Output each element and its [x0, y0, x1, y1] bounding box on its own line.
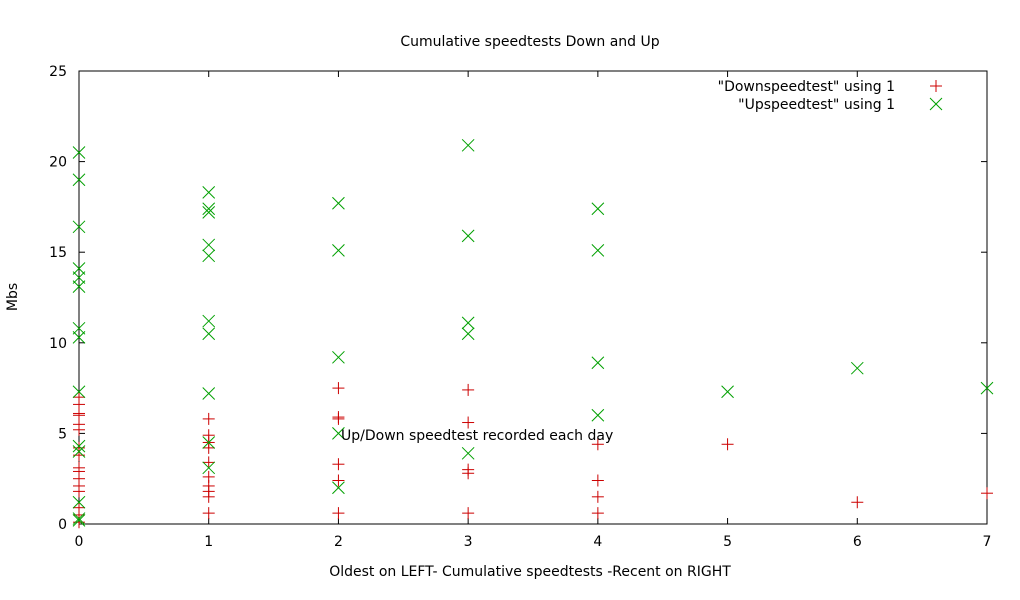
y-tick-label: 0	[58, 517, 67, 533]
series-down	[73, 382, 993, 529]
up-point	[332, 427, 345, 440]
down-point	[73, 391, 85, 404]
down-point	[202, 470, 215, 483]
axis-ticks: 0 1 2 3 4 5 6 7 0 5 10 15 20 25	[49, 64, 991, 550]
chart-annotation: Up/Down speedtest recorded each day	[341, 428, 613, 444]
legend-marker	[930, 80, 942, 92]
up-point	[72, 173, 86, 187]
y-tick-label: 20	[49, 155, 67, 171]
up-point	[461, 138, 475, 152]
x-tick-label: 6	[853, 534, 862, 550]
y-tick-label: 10	[49, 336, 67, 352]
up-point	[202, 461, 216, 475]
up-point	[202, 205, 216, 219]
down-point	[591, 507, 604, 520]
down-point	[202, 412, 215, 425]
chart-title: Cumulative speedtests Down and Up	[400, 34, 659, 50]
down-point	[462, 416, 475, 429]
up-point	[72, 271, 86, 284]
up-point	[72, 512, 86, 525]
up-point	[72, 445, 86, 458]
down-point	[462, 383, 475, 396]
up-point	[202, 186, 216, 199]
down-point	[332, 382, 345, 395]
down-point	[73, 461, 85, 474]
up-point	[72, 439, 86, 453]
up-point	[72, 331, 86, 344]
up-point	[461, 316, 475, 330]
down-point	[332, 474, 345, 487]
up-point	[72, 321, 86, 335]
up-point	[332, 196, 345, 210]
up-point	[72, 514, 86, 527]
series-up	[72, 138, 994, 527]
x-tick-label: 4	[593, 534, 602, 550]
down-point	[202, 507, 215, 520]
down-point	[721, 438, 734, 451]
y-tick-label: 5	[58, 426, 67, 442]
legend: "Downspeedtest" using 1 "Upspeedtest" usi…	[718, 79, 943, 113]
down-point	[73, 501, 85, 514]
down-point	[851, 496, 864, 509]
up-point	[202, 238, 216, 252]
down-point	[332, 458, 345, 471]
down-point	[591, 438, 604, 451]
x-tick-label: 5	[723, 534, 732, 550]
up-point	[202, 249, 216, 263]
plot-area-frame	[78, 70, 988, 525]
legend-label: "Downspeedtest" using 1	[718, 79, 895, 95]
up-point	[72, 385, 86, 399]
down-point	[591, 490, 604, 503]
up-point	[721, 385, 734, 399]
x-tick-label: 0	[75, 534, 84, 550]
up-point	[591, 202, 605, 216]
down-point	[462, 463, 475, 476]
y-tick-label: 15	[49, 245, 67, 261]
up-point	[202, 436, 216, 449]
legend-label: "Upspeedtest" using 1	[738, 97, 895, 113]
up-point	[72, 220, 86, 234]
x-axis-label: Oldest on LEFT- Cumulative speedtests -R…	[329, 564, 731, 580]
legend-marker	[929, 97, 943, 111]
x-tick-label: 3	[464, 534, 473, 550]
up-point	[202, 314, 216, 328]
x-tick-label: 7	[983, 534, 992, 550]
down-point	[202, 456, 215, 469]
up-point	[72, 262, 86, 275]
up-point	[461, 446, 475, 460]
up-point	[202, 327, 216, 341]
down-point	[591, 474, 604, 487]
up-point	[850, 361, 864, 375]
up-point	[72, 495, 86, 509]
up-point	[332, 350, 345, 364]
up-point	[461, 327, 475, 341]
down-point	[202, 429, 215, 442]
x-tick-label: 2	[334, 534, 343, 550]
up-point	[591, 408, 605, 422]
down-point	[332, 507, 345, 520]
up-point	[72, 280, 86, 293]
up-point	[591, 244, 605, 257]
x-tick-label: 1	[204, 534, 213, 550]
y-tick-label: 25	[49, 64, 67, 80]
down-point	[462, 507, 475, 520]
down-point	[981, 487, 993, 500]
up-point	[591, 356, 605, 370]
up-point	[461, 229, 475, 243]
up-point	[332, 244, 345, 257]
up-point	[332, 481, 345, 495]
down-point	[332, 411, 345, 424]
up-point	[202, 202, 216, 216]
series-layer	[72, 138, 994, 529]
up-point	[72, 146, 86, 159]
up-point	[980, 381, 994, 395]
up-point	[202, 387, 216, 400]
y-axis-label: Mbs	[5, 283, 21, 311]
